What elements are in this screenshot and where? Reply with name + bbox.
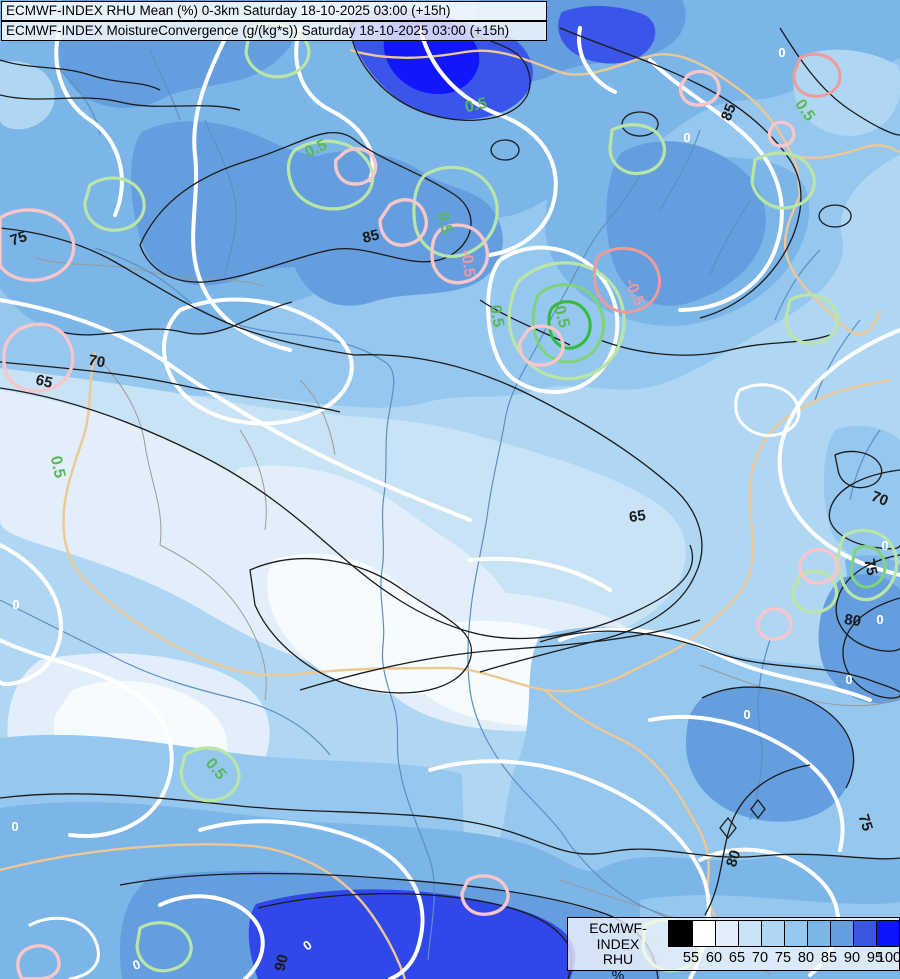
contour-label: 65 [34,371,54,392]
legend-color-cell [669,921,692,946]
legend-color-cell [784,921,807,946]
country-border-lines [0,48,900,979]
contour-label: 70 [869,488,891,510]
legend-tick-label: 55 [682,950,700,966]
contour-label: 0 [881,538,888,553]
contour-label: 80 [843,611,862,630]
legend-color-cell [876,921,899,946]
legend-tick-label: 95 [866,950,884,966]
legend-tick-label: 85 [820,950,838,966]
legend-color-cell [853,921,876,946]
contour-label: 0 [11,819,18,834]
legend-tick-label: 65 [728,950,746,966]
contour-label: 0 [778,45,785,60]
legend-color-cell [692,921,715,946]
contour-label: -0.5 [457,249,478,279]
legend-tick-label: 80 [797,950,815,966]
contour-label: 0.5 [550,304,572,330]
legend-color-cell [807,921,830,946]
contour-label: 0 [845,672,852,687]
legend-color-cell [830,921,853,946]
color-scale-legend: ECMWF-INDEX RHU% 55 60 65 70 75 80 85 90 95 100 [567,917,900,979]
contour-label: 0 [683,130,690,145]
legend-title: ECMWF-INDEX RHU% [570,920,666,979]
contour-label: 0 [12,597,19,612]
legend-color-cell [761,921,784,946]
legend-title-line: % [611,966,625,979]
legend-tick-label: 70 [751,950,769,966]
legend-swatches [668,920,900,947]
contour-label: 80 [723,848,744,869]
legend-tick-label: 75 [774,950,792,966]
contour-label: 90 [271,953,292,974]
contour-label: 0 [876,612,883,627]
contour-label: 0 [130,956,142,973]
legend-color-cell [738,921,761,946]
convergence-negative-lines [0,52,842,979]
contour-label: 85 [718,101,740,123]
contour-label: 65 [628,507,647,526]
contour-label: 85 [361,226,381,247]
contour-label: 75 [855,812,876,833]
contour-label: 0.5 [463,95,488,116]
contour-label: 75 [8,228,29,249]
legend-tick-label: 60 [705,950,723,966]
legend-ticks: 55 60 65 70 75 80 85 90 95 100 [668,948,900,968]
contour-label: 0.5 [434,210,455,235]
contour-label: 70 [87,352,106,372]
contour-label: 0.5 [47,454,68,479]
legend-color-cell [715,921,738,946]
legend-title-line: ECMWF-INDEX [589,920,647,952]
map-title-moisture-convergence: ECMWF-INDEX MoistureConvergence (g/(kg*s… [1,21,547,41]
map-title-rhu: ECMWF-INDEX RHU Mean (%) 0-3km Saturday … [1,1,547,21]
contour-label: 0 [743,707,750,722]
contour-label: 0.5 [486,304,507,329]
contour-label: 75 [860,557,880,577]
legend-tick-label: 90 [843,950,861,966]
legend-title-line: RHU [602,951,634,967]
legend-tick-label: 100 [876,950,900,966]
